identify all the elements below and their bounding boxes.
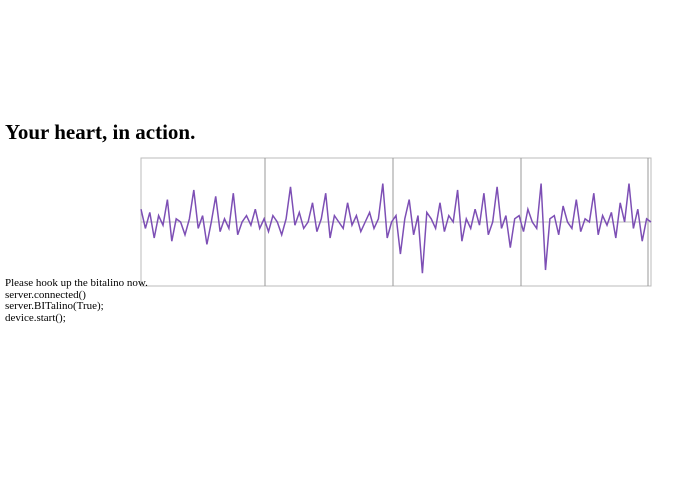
log-line: Please hook up the bitalino now. (5, 277, 148, 289)
log: Please hook up the bitalino now. server.c… (5, 277, 148, 324)
page-title: Your heart, in action. (5, 120, 196, 144)
log-line: server.connected() (5, 288, 86, 301)
log-line: server.BITalino(True); (5, 300, 104, 312)
ecg-line (140, 183, 652, 274)
log-line: device.start(); (5, 311, 66, 324)
